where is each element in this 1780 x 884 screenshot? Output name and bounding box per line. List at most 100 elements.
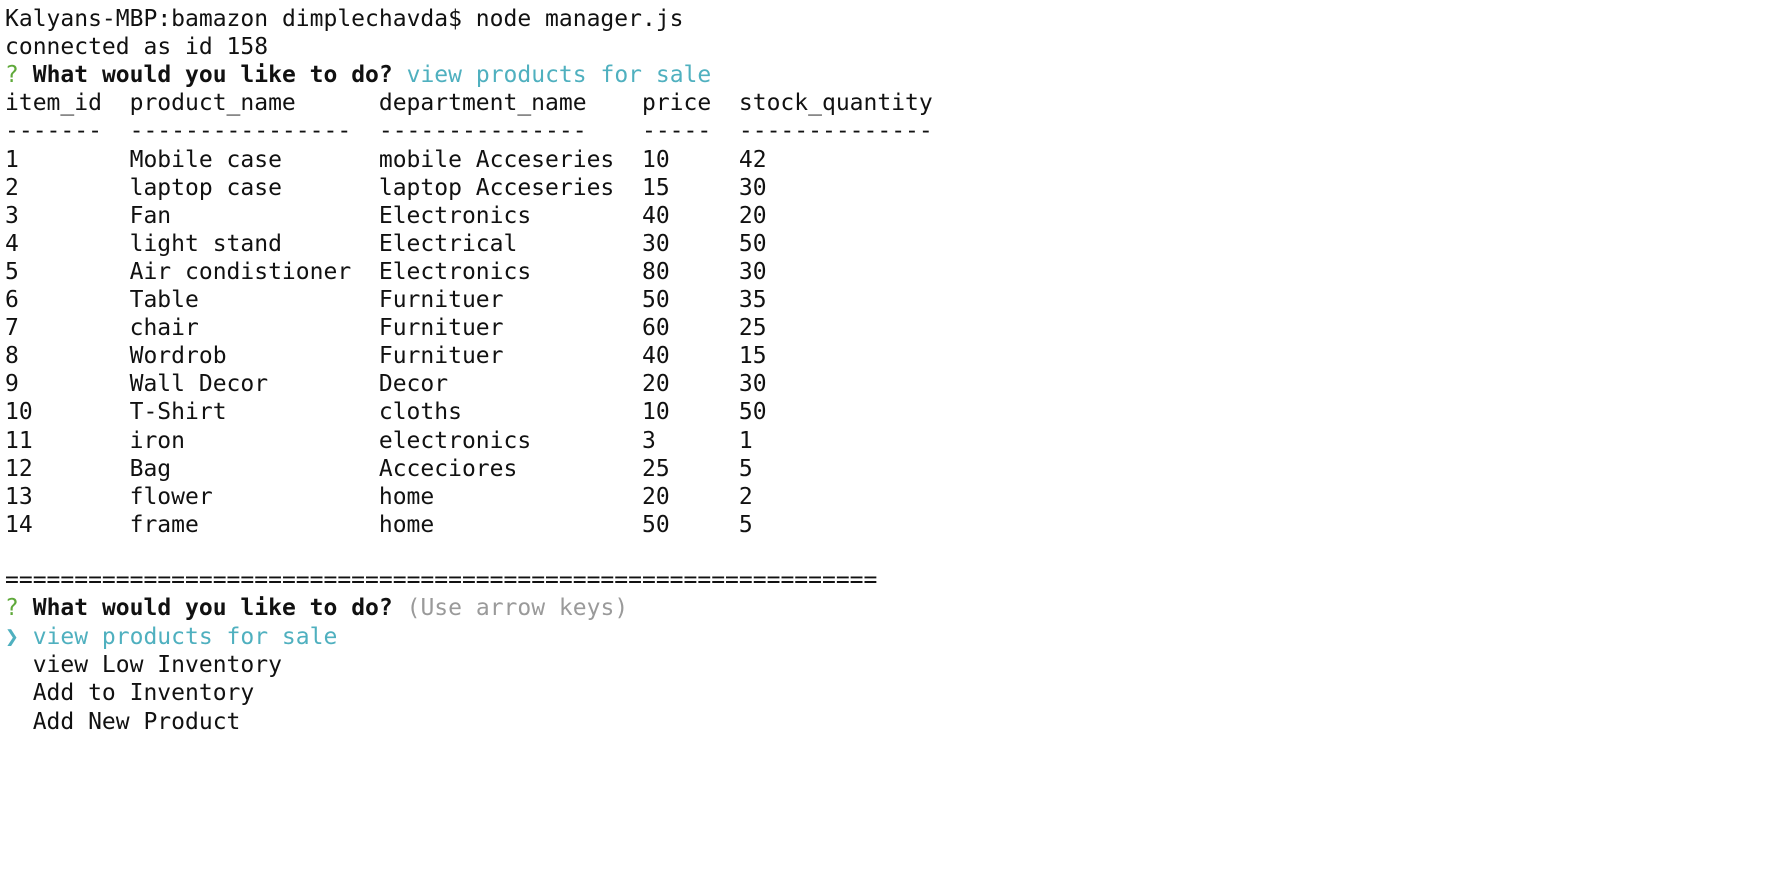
choice-pointer: ❯ bbox=[5, 624, 19, 651]
table-cell: chair bbox=[129, 315, 199, 342]
table-row: 3 Fan Electronics 40 20 bbox=[5, 202, 1775, 230]
table-row: 6 Table Furnituer 50 35 bbox=[5, 286, 1775, 314]
prompt-line: ? What would you like to do? (Use arrow … bbox=[5, 594, 1775, 622]
table-cell: 10 bbox=[5, 399, 33, 426]
table-cell: home bbox=[378, 483, 435, 510]
table-cell: light stand bbox=[129, 230, 282, 257]
table-row: 8 Wordrob Furnituer 40 15 bbox=[5, 342, 1775, 370]
table-cell: 35 bbox=[738, 287, 767, 313]
table-cell: ----- bbox=[641, 118, 712, 145]
table-row: 12 Bag Acceciores 25 5 bbox=[5, 455, 1775, 483]
table-row: 11 iron electronics 3 1 bbox=[5, 427, 1775, 455]
table-cell: 2 bbox=[738, 483, 753, 510]
table-cell: 30 bbox=[738, 371, 767, 398]
table-cell: 3 bbox=[641, 427, 656, 454]
table-cell: 20 bbox=[738, 202, 767, 229]
table-cell: 30 bbox=[738, 174, 767, 201]
table-cell: 5 bbox=[738, 511, 753, 538]
table-cell: Table bbox=[129, 287, 199, 313]
prompt-answer: view products for sale bbox=[406, 62, 712, 88]
table-cell: laptop Acceseries bbox=[378, 174, 615, 201]
menu-choice[interactable]: Add to Inventory bbox=[5, 679, 1775, 707]
table-cell: -------------- bbox=[738, 118, 933, 145]
prompt-mark: ? bbox=[5, 62, 19, 88]
table-cell: 40 bbox=[641, 202, 670, 229]
table-cell: Furnituer bbox=[378, 315, 504, 342]
table-cell: Wordrob bbox=[129, 343, 227, 370]
table-cell: ------- bbox=[5, 118, 102, 145]
table-cell: Decor bbox=[378, 371, 449, 398]
table-cell: price bbox=[641, 90, 712, 117]
table-cell: department_name bbox=[378, 90, 587, 117]
table-cell: Bag bbox=[129, 455, 172, 482]
table-cell: Furnituer bbox=[378, 343, 504, 370]
table-row: 7 chair Furnituer 60 25 bbox=[5, 314, 1775, 342]
table-cell: 80 bbox=[641, 258, 670, 285]
table-cell: 6 bbox=[5, 287, 19, 313]
table-cell: electronics bbox=[378, 427, 532, 454]
prompt-hint: (Use arrow keys) bbox=[406, 595, 629, 621]
table-cell: --------------- bbox=[378, 118, 587, 145]
table-cell: 4 bbox=[5, 230, 19, 257]
table-cell: 7 bbox=[5, 315, 19, 342]
table-separator: ------- ---------------- --------------- --… bbox=[5, 117, 1775, 145]
choice-label: Add New Product bbox=[32, 708, 241, 735]
table-cell: 1 bbox=[5, 146, 19, 173]
table-row: 13 flower home 20 2 bbox=[5, 483, 1775, 511]
table-cell: 25 bbox=[641, 455, 670, 482]
table-header: item_id product_name department_name price s… bbox=[5, 89, 1775, 117]
table-cell: home bbox=[378, 511, 435, 538]
table-cell: Wall Decor bbox=[129, 371, 269, 398]
table-row: 1 Mobile case mobile Acceseries 10 42 bbox=[5, 146, 1775, 174]
table-cell: Fan bbox=[129, 202, 172, 229]
menu-choice[interactable]: ❯ view products for sale bbox=[5, 623, 1775, 651]
table-cell: 1 bbox=[738, 427, 753, 454]
table-cell: iron bbox=[129, 427, 185, 454]
table-cell: 50 bbox=[641, 287, 670, 313]
table-cell: Electronics bbox=[378, 202, 532, 229]
table-cell: 50 bbox=[641, 511, 670, 538]
choice-label: view products for sale bbox=[32, 624, 338, 651]
table-cell: 15 bbox=[738, 343, 767, 370]
table-cell: Electrical bbox=[378, 230, 518, 257]
table-cell: 5 bbox=[738, 455, 753, 482]
table-cell: Furnituer bbox=[378, 287, 504, 313]
table-cell: 30 bbox=[738, 258, 767, 285]
table-cell: Air condistioner bbox=[129, 258, 352, 285]
command-line: Kalyans-MBP:bamazon dimplechavda$ node m… bbox=[5, 6, 684, 32]
table-cell: mobile Acceseries bbox=[378, 146, 615, 173]
table-cell: 13 bbox=[5, 483, 33, 510]
table-cell: 10 bbox=[641, 399, 670, 426]
table-cell: frame bbox=[129, 511, 199, 538]
menu-choice[interactable]: Add New Product bbox=[5, 708, 1775, 736]
table-cell: 50 bbox=[738, 399, 767, 426]
table-cell: 60 bbox=[641, 315, 670, 342]
table-row: 2 laptop case laptop Acceseries 15 30 bbox=[5, 174, 1775, 202]
table-cell: 50 bbox=[738, 230, 767, 257]
table-row: 10 T-Shirt cloths 10 50 bbox=[5, 398, 1775, 426]
table-cell: 12 bbox=[5, 455, 33, 482]
table-cell: laptop case bbox=[129, 174, 282, 201]
prompt-question: What would you like to do? bbox=[32, 595, 393, 621]
divider: ========================================… bbox=[5, 567, 878, 593]
table-cell: 40 bbox=[641, 343, 670, 370]
table-cell: item_id bbox=[5, 90, 102, 117]
prompt-line: ? What would you like to do? view produc… bbox=[5, 61, 1775, 89]
table-cell: 30 bbox=[641, 230, 670, 257]
table-cell: 15 bbox=[641, 174, 670, 201]
table-cell: 42 bbox=[738, 146, 767, 173]
table-cell: 20 bbox=[641, 371, 670, 398]
prompt-question: What would you like to do? bbox=[32, 62, 393, 88]
table-cell: 2 bbox=[5, 174, 19, 201]
table-cell: 20 bbox=[641, 483, 670, 510]
table-cell: 11 bbox=[5, 427, 33, 454]
connection-line: connected as id 158 bbox=[5, 34, 269, 60]
choice-label: Add to Inventory bbox=[32, 680, 255, 707]
table-row: 9 Wall Decor Decor 20 30 bbox=[5, 370, 1775, 398]
table-cell: ---------------- bbox=[129, 118, 352, 145]
menu-choice[interactable]: view Low Inventory bbox=[5, 651, 1775, 679]
table-cell: cloths bbox=[378, 399, 462, 426]
table-cell: 10 bbox=[641, 146, 670, 173]
table-cell: 14 bbox=[5, 511, 33, 538]
